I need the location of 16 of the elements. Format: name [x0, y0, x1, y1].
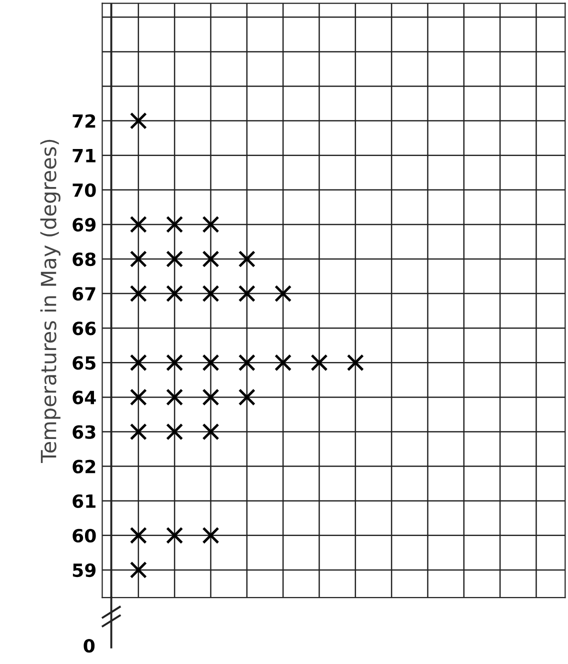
y-tick-label: 59	[72, 563, 96, 578]
y-tick-label: 68	[72, 252, 96, 266]
y-tick-label: 69	[72, 218, 96, 232]
y-tick-label: 67	[72, 287, 96, 301]
y-tick-label: 64	[72, 390, 96, 404]
y-tick-label: 62	[72, 460, 96, 474]
y-tick-label: 70	[72, 183, 96, 198]
y-tick-label: 66	[72, 322, 96, 336]
y-tick-label: 65	[72, 356, 96, 370]
text: 0	[84, 638, 95, 653]
y-axis-title: Temperatures in May (degrees)	[40, 140, 60, 463]
y-tick-label: 72	[72, 114, 96, 128]
y-tick-label: 63	[72, 425, 96, 439]
y-tick-label: 71	[72, 149, 96, 162]
y-tick-label: 61	[72, 494, 96, 508]
y-tick-label: 60	[72, 528, 96, 543]
